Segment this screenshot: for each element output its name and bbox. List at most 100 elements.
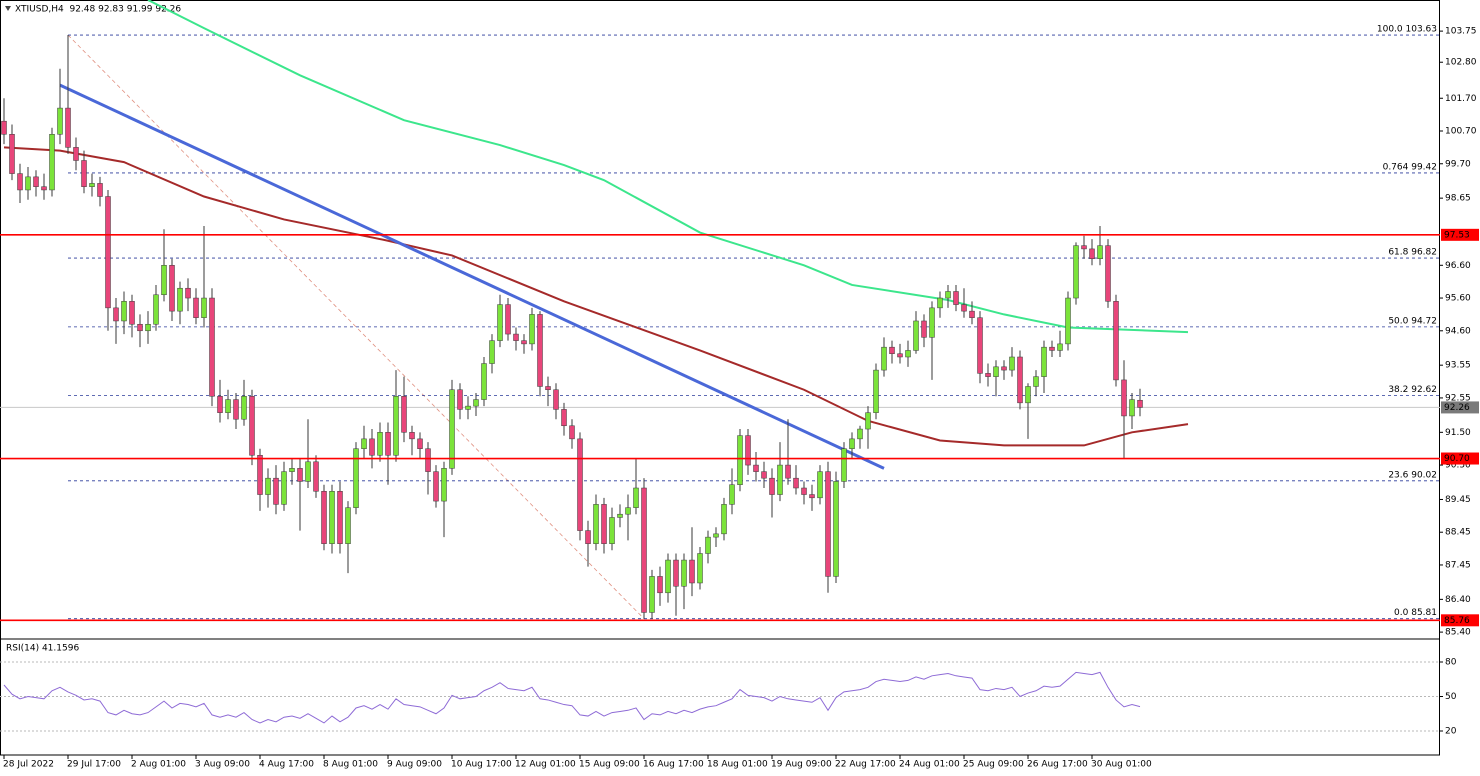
candle-body: [241, 396, 247, 420]
rsi-tick-label: 80: [1445, 658, 1457, 668]
candle-body: [753, 464, 759, 472]
candle-body: [873, 369, 879, 413]
rsi-line: [3, 671, 1141, 724]
candle-body: [561, 409, 567, 427]
candle-body: [1089, 248, 1095, 259]
candle-body: [993, 366, 999, 377]
candle-body: [1033, 376, 1039, 387]
fib-label: 38.2 92.62: [1388, 385, 1437, 395]
chart-frame: [0, 0, 1440, 756]
candle-body: [217, 396, 223, 413]
x-tick-label: 2 Aug 01:00: [131, 760, 186, 770]
fib-label: 0.764 99.42: [1383, 162, 1437, 172]
candle-body: [585, 530, 591, 544]
y-tick-label: 100.70: [1445, 127, 1477, 137]
candle-body: [1, 120, 7, 135]
candle-body: [521, 340, 527, 345]
current-price-label: 92.26: [1444, 403, 1470, 413]
candle-body: [881, 346, 887, 371]
candle-body: [265, 477, 271, 495]
candle-body: [401, 396, 407, 433]
candle-body: [425, 448, 431, 472]
y-tick-label: 103.75: [1445, 27, 1477, 37]
rsi-plot: [0, 661, 1440, 732]
candle-body: [417, 438, 423, 449]
candle-body: [513, 333, 519, 341]
candle-body: [857, 428, 863, 440]
candle-body: [1041, 346, 1047, 377]
rsi-tick-label: 20: [1445, 727, 1457, 737]
candle-body: [793, 477, 799, 489]
candle-body: [1001, 366, 1007, 371]
candle-body: [801, 487, 807, 495]
candle-body: [529, 314, 535, 345]
candle-body: [193, 297, 199, 318]
indicator-line: [3, 146, 1189, 447]
x-tick-label: 15 Aug 09:00: [579, 760, 640, 770]
level-label: 97.53: [1444, 230, 1470, 240]
candle-body: [913, 320, 919, 351]
candle-body: [129, 301, 135, 325]
candle-body: [449, 389, 455, 469]
candle-body: [841, 448, 847, 482]
x-tick-label: 29 Jul 17:00: [67, 760, 121, 770]
candle-body: [353, 448, 359, 508]
candle-body: [329, 491, 335, 544]
level-label-box: [1441, 228, 1479, 241]
price-plot: [0, 0, 1440, 622]
candle-body: [337, 491, 343, 544]
candle-body: [1057, 343, 1063, 351]
candle-body: [49, 134, 55, 191]
candle-body: [345, 507, 351, 544]
symbol-icon: [5, 6, 11, 11]
candle-body: [257, 454, 263, 495]
candle-body: [25, 176, 31, 191]
candle-body: [1025, 386, 1031, 404]
candle-body: [41, 186, 47, 191]
candle-body: [145, 323, 151, 332]
y-tick-label: 99.70: [1445, 159, 1471, 169]
x-tick-label: 22 Aug 17:00: [835, 760, 896, 770]
candle-body: [721, 504, 727, 535]
candle-body: [249, 396, 255, 456]
candle-body: [649, 576, 655, 613]
candle-body: [409, 432, 415, 440]
candle-body: [481, 363, 487, 400]
candle-body: [497, 304, 503, 341]
candle-body: [617, 513, 623, 518]
y-tick-label: 90.50: [1445, 461, 1471, 471]
candle-body: [681, 559, 687, 587]
y-tick-label: 92.55: [1445, 393, 1471, 403]
candle-body: [137, 323, 143, 332]
candle-body: [441, 468, 447, 502]
rsi-header: RSI(14) 41.1596: [6, 644, 79, 654]
candle-body: [17, 173, 23, 191]
candle-body: [169, 265, 175, 312]
candle-body: [937, 297, 943, 309]
candle-body: [273, 477, 279, 505]
candle-body: [1097, 245, 1103, 259]
candle-body: [865, 412, 871, 430]
candle-body: [97, 183, 103, 197]
candle-body: [977, 317, 983, 374]
indicator-line: [59, 83, 885, 470]
candle-body: [1113, 301, 1119, 381]
candle-body: [1081, 245, 1087, 250]
y-tick-label: 94.60: [1445, 326, 1471, 336]
y-tick-label: 93.55: [1445, 361, 1471, 371]
candle-body: [657, 576, 663, 594]
candle-body: [433, 471, 439, 502]
candle-body: [377, 432, 383, 456]
x-tick-label: 19 Aug 09:00: [771, 760, 832, 770]
candle-body: [961, 304, 967, 312]
candle-body: [809, 494, 815, 499]
x-tick-label: 8 Aug 01:00: [323, 760, 378, 770]
y-tick-label: 96.60: [1445, 261, 1471, 271]
candle-body: [889, 346, 895, 354]
fib-label: 0.0 85.81: [1394, 608, 1437, 618]
candle-body: [489, 340, 495, 364]
candle-body: [505, 304, 511, 335]
candle-body: [57, 107, 63, 135]
y-tick-label: 95.60: [1445, 294, 1471, 304]
y-tick-label: 85.40: [1445, 628, 1471, 638]
